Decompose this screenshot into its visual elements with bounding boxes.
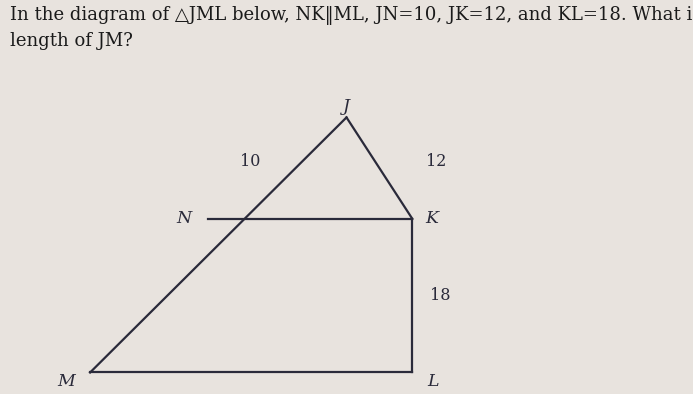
Text: J: J (343, 98, 350, 115)
Text: 10: 10 (240, 154, 260, 171)
Text: 12: 12 (426, 154, 446, 171)
Text: 18: 18 (430, 287, 450, 304)
Text: K: K (426, 210, 438, 227)
Text: In the diagram of △JML below, NK‖ML, JN=10, JK=12, and KL=18. What is the: In the diagram of △JML below, NK‖ML, JN=… (10, 6, 693, 25)
Text: length of JM?: length of JM? (10, 32, 133, 50)
Text: N: N (176, 210, 191, 227)
Text: M: M (57, 373, 75, 390)
Text: L: L (428, 373, 439, 390)
